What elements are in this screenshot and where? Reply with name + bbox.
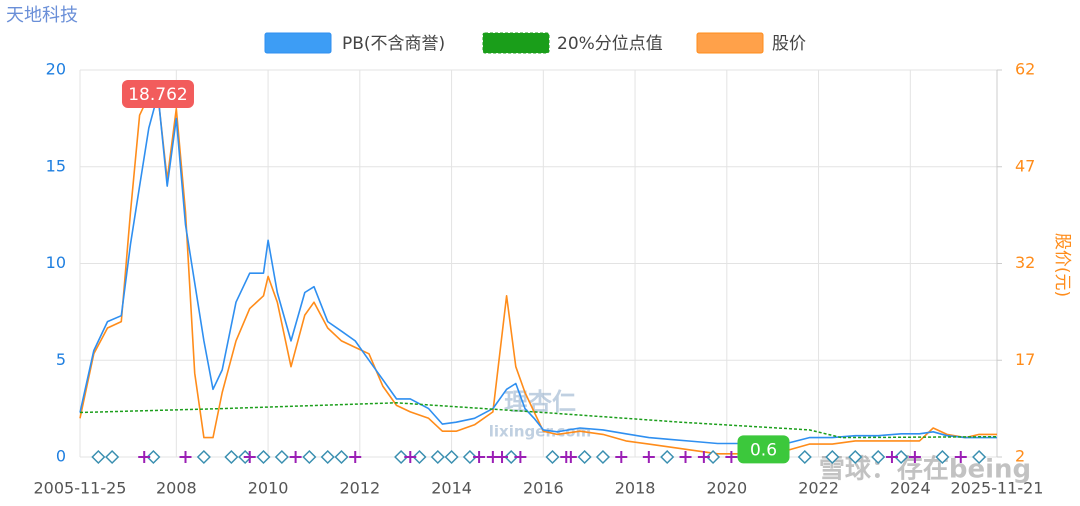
x-tick-label: 2010	[248, 479, 289, 498]
signal-diamond	[274, 449, 289, 465]
signal-diamond	[196, 449, 211, 465]
x-tick-label: 2014	[431, 479, 472, 498]
signal-plus	[349, 451, 362, 463]
signal-plus	[179, 451, 192, 463]
signal-plus	[564, 451, 577, 463]
x-tick-label: 2005-11-25	[34, 479, 127, 498]
signal-diamond	[105, 449, 120, 465]
legend-swatch	[264, 32, 332, 54]
signal-diamond	[224, 449, 239, 465]
signal-diamond	[302, 449, 317, 465]
y2-tick-label: 47	[1015, 156, 1035, 175]
signal-diamond	[462, 449, 477, 465]
signal-plus	[615, 451, 628, 463]
signal-plus	[496, 451, 509, 463]
x-tick-label: 2016	[523, 479, 564, 498]
x-tick-label: 2024	[890, 479, 931, 498]
signal-plus	[138, 451, 151, 463]
y-tick-label: 5	[56, 350, 66, 369]
signal-plus	[514, 451, 527, 463]
signal-diamond	[545, 449, 560, 465]
annotation-box	[121, 79, 194, 108]
signal-plus	[289, 451, 302, 463]
signal-diamond	[504, 449, 519, 465]
y-tick-label: 10	[46, 253, 66, 272]
signal-plus	[697, 451, 710, 463]
signal-diamond	[972, 449, 987, 465]
signal-diamond	[577, 449, 592, 465]
signal-diamond	[444, 449, 459, 465]
x-tick-label: 2018	[615, 479, 656, 498]
signal-diamond	[91, 449, 106, 465]
signal-plus	[908, 451, 921, 463]
signal-diamond	[871, 449, 886, 465]
signal-plus	[404, 451, 417, 463]
signal-plus	[243, 451, 256, 463]
series-line	[79, 93, 997, 446]
signal-diamond	[394, 449, 409, 465]
x-tick-label: 2022	[798, 479, 839, 498]
legend-label: 20%分位点值	[557, 34, 663, 54]
x-tick-label: 2025-11-21	[951, 479, 1044, 498]
annotation-label: 0.6	[750, 440, 777, 460]
signal-diamond	[825, 449, 840, 465]
legend-swatch	[482, 32, 550, 54]
y-tick-label: 15	[46, 156, 66, 175]
legend-label: 股价	[772, 34, 806, 54]
legend-item: 股价	[696, 32, 806, 54]
signal-plus	[725, 451, 738, 463]
signal-diamond	[146, 449, 161, 465]
signal-plus	[885, 451, 898, 463]
chart-title: 天地科技	[6, 5, 78, 26]
series-line	[79, 402, 998, 439]
y2-tick-label: 2	[1015, 447, 1025, 466]
signal-diamond	[705, 449, 721, 465]
legend-item: PB(不含商誉)	[264, 32, 445, 54]
signal-plus	[473, 451, 486, 463]
legend-item: 20%分位点值	[482, 32, 663, 54]
legend-swatch	[696, 32, 764, 54]
signal-diamond	[320, 449, 335, 465]
x-tick-label: 2020	[706, 479, 747, 498]
signal-diamond	[935, 449, 950, 465]
y2-tick-label: 32	[1015, 253, 1035, 272]
signal-diamond	[430, 449, 445, 465]
signal-diamond	[412, 449, 427, 465]
signal-diamond	[660, 449, 675, 465]
signal-plus	[679, 451, 692, 463]
signal-diamond	[595, 449, 611, 465]
annotation-box	[737, 435, 790, 464]
signal-diamond	[894, 449, 909, 465]
y2-tick-label: 17	[1015, 350, 1035, 369]
y-tick-label: 20	[46, 60, 66, 79]
x-tick-label: 2008	[156, 479, 197, 498]
annotation-label: 18.762	[128, 85, 187, 105]
y-tick-label: 0	[56, 447, 66, 466]
y2-tick-label: 62	[1015, 60, 1035, 79]
signal-plus	[954, 451, 967, 463]
signal-diamond	[334, 449, 349, 465]
legend-label: PB(不含商誉)	[342, 34, 445, 54]
signal-diamond	[797, 449, 812, 465]
signal-plus	[642, 451, 655, 463]
x-tick-label: 2012	[339, 479, 380, 498]
y2-axis-label: 股价(元)	[1052, 233, 1072, 297]
watermark: lixinger.com	[489, 423, 591, 441]
signal-diamond	[256, 449, 271, 465]
signal-diamond	[848, 449, 863, 465]
